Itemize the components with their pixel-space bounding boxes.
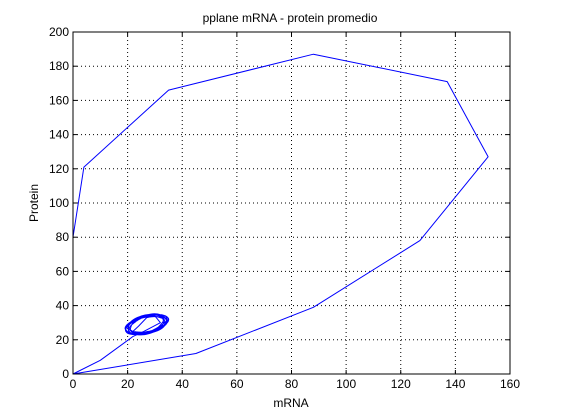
y-axis-label: Protein: [27, 184, 41, 222]
x-tick-label: 120: [391, 377, 411, 391]
y-tick-label: 20: [56, 333, 70, 347]
y-tick-label: 180: [49, 59, 69, 73]
x-tick-label: 0: [70, 377, 77, 391]
chart-title: pplane mRNA - protein promedio: [203, 11, 378, 25]
y-tick-label: 40: [56, 299, 70, 313]
grid: [73, 32, 510, 374]
plot-area: [73, 32, 510, 374]
y-tick-label: 140: [49, 128, 69, 142]
x-axis-label: mRNA: [273, 396, 308, 410]
x-tick-label: 80: [285, 377, 299, 391]
x-tick-label: 140: [445, 377, 465, 391]
y-tick-label: 100: [49, 196, 69, 210]
x-tick-label: 20: [121, 377, 135, 391]
y-tick-label: 160: [49, 93, 69, 107]
x-tick-label: 40: [176, 377, 190, 391]
y-tick-label: 200: [49, 25, 69, 39]
y-tick-label: 60: [56, 264, 70, 278]
x-tick-label: 100: [336, 377, 356, 391]
y-tick-label: 120: [49, 162, 69, 176]
x-tick-label: 60: [230, 377, 244, 391]
x-tick-label: 160: [500, 377, 520, 391]
y-tick-label: 80: [56, 230, 70, 244]
y-tick-label: 0: [62, 367, 69, 381]
ticks: 0 20 40 60 80 100 120 140 160 0 20 40 60 80 100 120 140 1…: [49, 25, 520, 391]
limit-cycle-line: [124, 313, 170, 336]
